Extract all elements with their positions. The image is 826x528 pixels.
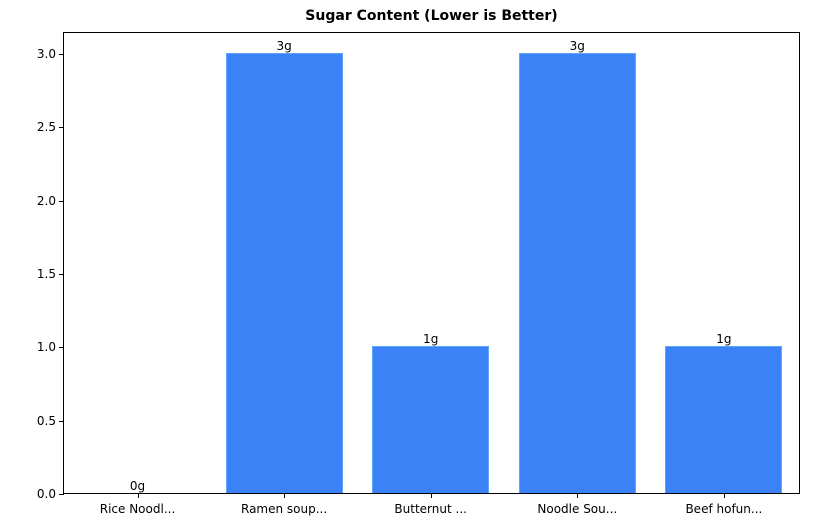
plot-area: 0.0 0.5 1.0 1.5 2.0 2.5 3.0 0g Rice Noodl... 3g Ra… — [37, 32, 800, 516]
y-tick-label: 0.0 — [36, 487, 56, 501]
y-tick — [59, 200, 64, 202]
y-tick — [59, 420, 64, 422]
y-tick-label: 1.5 — [36, 267, 56, 281]
x-tick — [577, 493, 579, 498]
y-tick-label: 3.0 — [36, 47, 56, 61]
y-tick — [59, 274, 64, 275]
y-tick — [59, 494, 64, 495]
x-tick-label: Ramen soup... — [241, 502, 328, 516]
bar-value-label: 1g — [716, 332, 732, 347]
y-tick-label: 2.5 — [36, 120, 56, 135]
bar — [665, 346, 783, 493]
x-tick — [137, 493, 139, 498]
bar — [372, 346, 490, 493]
y-tick-label: 1.0 — [36, 340, 56, 355]
x-tick — [430, 493, 432, 498]
y-tick — [59, 127, 64, 129]
bar — [518, 53, 636, 493]
bar-value-label: 0g — [129, 479, 146, 493]
bar-value-label: 3g — [569, 39, 585, 53]
x-tick — [284, 493, 286, 498]
bar-value-label: 1g — [423, 332, 439, 347]
x-tick-label: Rice Noodl... — [99, 502, 176, 516]
bar-value-label: 3g — [276, 39, 292, 53]
y-tick — [59, 347, 64, 349]
chart-title: Sugar Content (Lower is Better) — [305, 8, 558, 24]
y-tick-label: 0.5 — [36, 413, 56, 428]
x-tick-label: Noodle Sou... — [537, 502, 618, 516]
bar — [225, 53, 343, 493]
y-tick-label: 2.0 — [36, 193, 56, 208]
x-tick — [723, 493, 725, 498]
x-tick-label: Butternut ... — [394, 502, 467, 516]
y-tick — [59, 54, 64, 55]
x-tick-label: Beef hofun... — [685, 502, 763, 516]
